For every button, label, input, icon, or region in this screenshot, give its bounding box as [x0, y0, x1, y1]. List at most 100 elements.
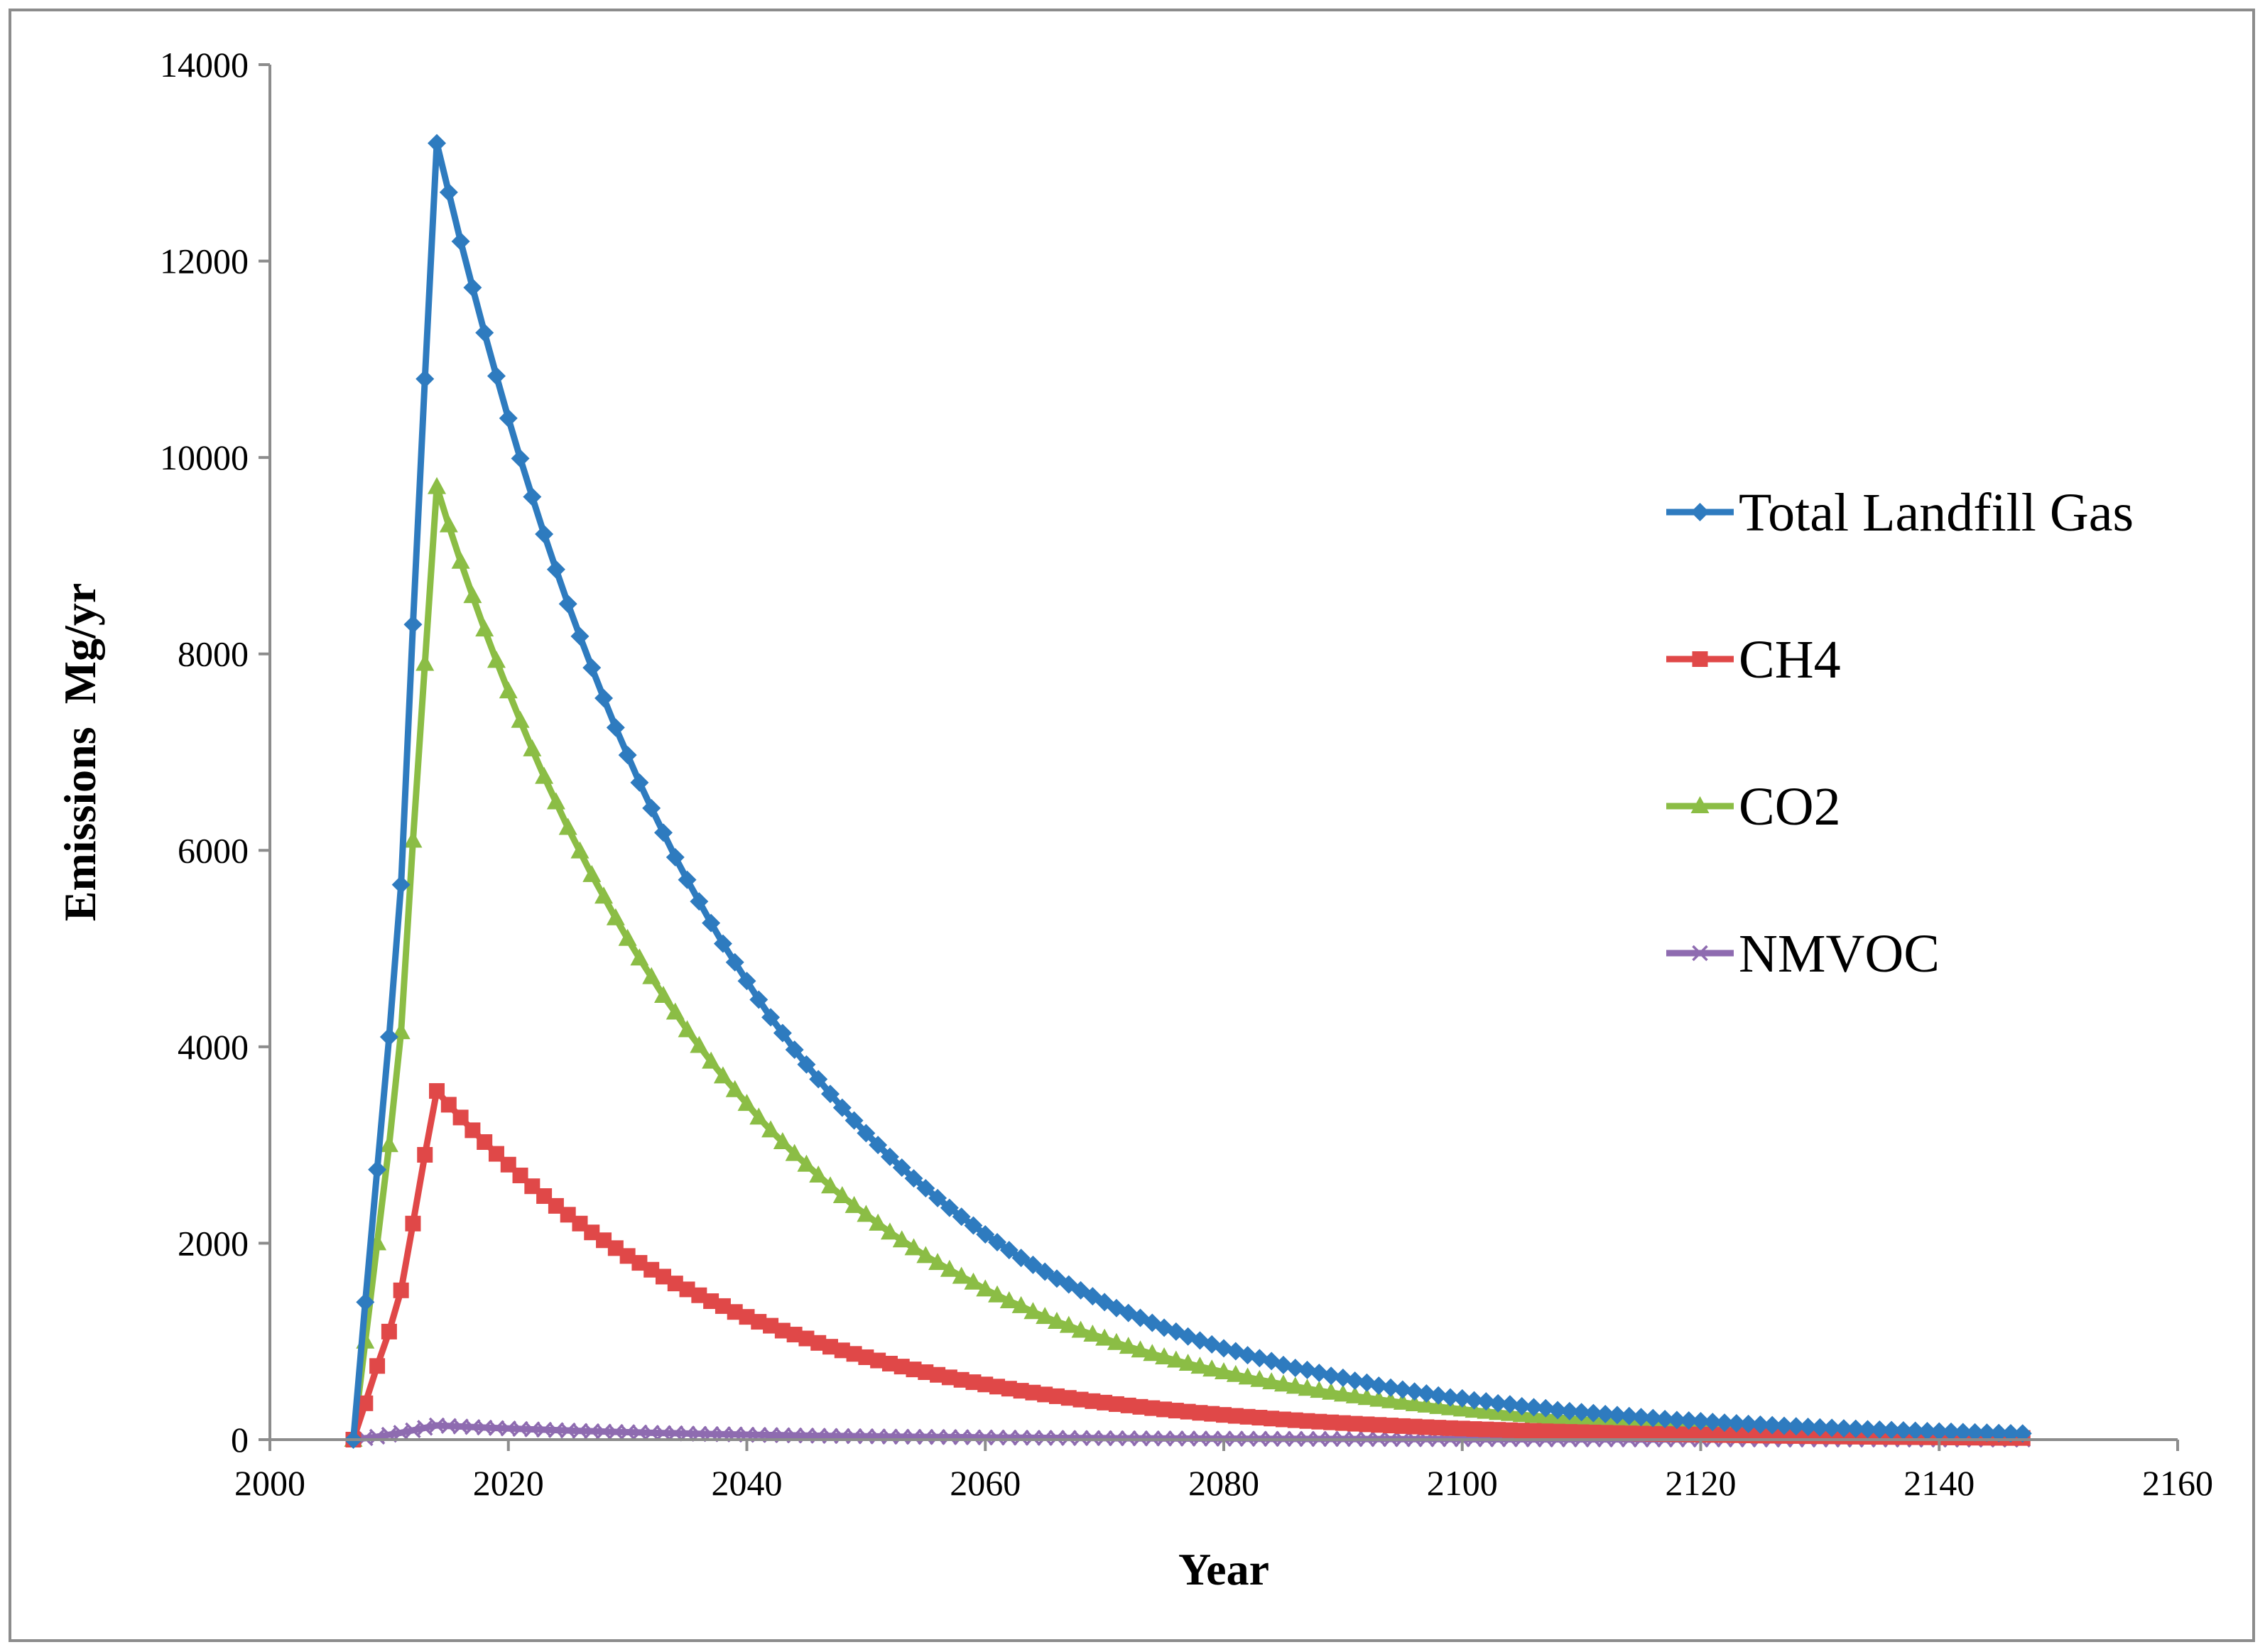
data-point-nmvoc: [405, 1422, 421, 1439]
data-point-ch4: [1013, 1383, 1029, 1399]
data-point-co2: [857, 1205, 876, 1222]
axes-layer: [268, 65, 2178, 1441]
data-point-co2: [1083, 1325, 1102, 1342]
data-point-total-landfill-gas: [523, 487, 542, 506]
data-point-total-landfill-gas: [964, 1216, 983, 1235]
data-point-co2: [737, 1094, 756, 1112]
data-point-total-landfill-gas: [642, 798, 661, 817]
data-point-ch4: [1192, 1405, 1208, 1421]
data-point-ch4: [369, 1358, 386, 1374]
data-point-co2: [570, 841, 590, 859]
data-point-total-landfill-gas: [976, 1224, 995, 1244]
y-tick-label: 12000: [160, 241, 249, 281]
data-point-ch4: [393, 1282, 409, 1298]
data-point-total-landfill-gas: [785, 1040, 804, 1060]
data-point-co2: [606, 908, 625, 925]
data-point-ch4: [1466, 1421, 1482, 1438]
data-point-ch4: [763, 1317, 779, 1334]
data-point-co2: [1095, 1328, 1114, 1346]
data-point-total-landfill-gas: [1882, 1420, 1901, 1440]
legend-item-total-landfill-gas: Total Landfill Gas: [1666, 483, 2134, 543]
data-point-total-landfill-gas: [451, 232, 470, 251]
data-point-total-landfill-gas: [797, 1055, 816, 1074]
data-point-nmvoc: [929, 1429, 946, 1445]
data-point-ch4: [1060, 1390, 1077, 1406]
legend-swatch-total-landfill-gas: [1666, 503, 1734, 521]
data-point-ch4: [881, 1355, 898, 1371]
data-point-co2: [773, 1131, 792, 1149]
data-point-nmvoc: [906, 1428, 922, 1445]
data-point-ch4: [607, 1240, 624, 1256]
data-point-ch4: [1406, 1418, 1423, 1435]
data-point-nmvoc: [536, 1421, 553, 1438]
data-point-nmvoc: [512, 1420, 528, 1438]
data-point-total-landfill-gas: [1918, 1421, 1937, 1440]
data-point-co2: [1131, 1340, 1150, 1358]
data-point-total-landfill-gas: [1656, 1409, 1675, 1428]
data-point-co2: [1369, 1389, 1389, 1407]
data-point-nmvoc: [631, 1424, 648, 1441]
data-point-co2: [1381, 1391, 1401, 1408]
data-point-co2: [1262, 1372, 1281, 1390]
data-point-total-landfill-gas: [558, 594, 577, 614]
data-point-co2: [832, 1186, 852, 1204]
data-point-ch4: [440, 1097, 457, 1113]
x-tick-label: 2000: [234, 1463, 305, 1503]
data-point-ch4: [1621, 1425, 1637, 1442]
data-point-nmvoc: [1036, 1430, 1053, 1446]
data-point-nmvoc: [440, 1418, 457, 1435]
data-point-ch4: [1275, 1411, 1291, 1428]
legend-swatch-nmvoc: [1666, 945, 1734, 962]
data-point-total-landfill-gas: [1644, 1408, 1663, 1428]
data-point-total-landfill-gas: [1870, 1420, 1889, 1439]
data-point-ch4: [1323, 1414, 1340, 1430]
data-point-nmvoc: [1048, 1430, 1065, 1446]
data-point-total-landfill-gas: [1786, 1417, 1805, 1436]
legend-marker-nmvoc: [1692, 945, 1708, 962]
data-point-ch4: [715, 1298, 731, 1314]
data-point-co2: [618, 928, 637, 946]
data-point-co2: [666, 1002, 685, 1020]
data-point-co2: [558, 817, 577, 835]
data-point-total-landfill-gas: [1906, 1421, 1925, 1440]
data-point-co2: [869, 1213, 888, 1231]
data-point-ch4: [548, 1197, 564, 1214]
data-point-co2: [1226, 1364, 1245, 1382]
data-point-total-landfill-gas: [773, 1023, 792, 1043]
data-point-ch4: [1037, 1386, 1053, 1403]
data-point-total-landfill-gas: [1524, 1398, 1543, 1417]
data-point-total-landfill-gas: [379, 1028, 398, 1047]
data-point-total-landfill-gas: [415, 369, 435, 388]
x-tick-label: 2040: [712, 1463, 783, 1503]
data-point-total-landfill-gas: [1512, 1396, 1531, 1415]
data-point-co2: [1405, 1393, 1424, 1411]
data-point-total-landfill-gas: [2001, 1424, 2020, 1443]
data-point-total-landfill-gas: [1631, 1408, 1651, 1427]
data-point-total-landfill-gas: [832, 1098, 852, 1117]
data-point-total-landfill-gas: [1440, 1388, 1460, 1407]
data-point-co2: [702, 1051, 721, 1069]
data-point-total-landfill-gas: [1977, 1423, 1997, 1442]
data-point-total-landfill-gas: [1775, 1416, 1794, 1435]
data-point-nmvoc: [560, 1422, 576, 1439]
data-point-total-landfill-gas: [1930, 1422, 1949, 1441]
data-point-co2: [1215, 1362, 1233, 1379]
data-point-total-landfill-gas: [809, 1070, 828, 1089]
data-point-nmvoc: [893, 1428, 910, 1445]
data-point-ch4: [1501, 1422, 1518, 1438]
y-tick-label: 2000: [178, 1223, 249, 1263]
data-point-ch4: [1335, 1415, 1351, 1431]
data-point-co2: [1071, 1320, 1090, 1338]
data-point-ch4: [619, 1248, 636, 1264]
data-point-total-landfill-gas: [1751, 1415, 1770, 1434]
data-point-ch4: [834, 1342, 850, 1359]
data-point-ch4: [1072, 1391, 1089, 1408]
data-point-co2: [1345, 1386, 1364, 1403]
series-layer: [344, 134, 2032, 1449]
data-point-ch4: [1180, 1403, 1196, 1420]
data-point-co2: [428, 477, 447, 494]
data-point-total-landfill-gas: [1942, 1422, 1961, 1441]
data-point-nmvoc: [667, 1425, 684, 1442]
data-point-co2: [928, 1253, 947, 1271]
data-point-co2: [1155, 1347, 1174, 1364]
